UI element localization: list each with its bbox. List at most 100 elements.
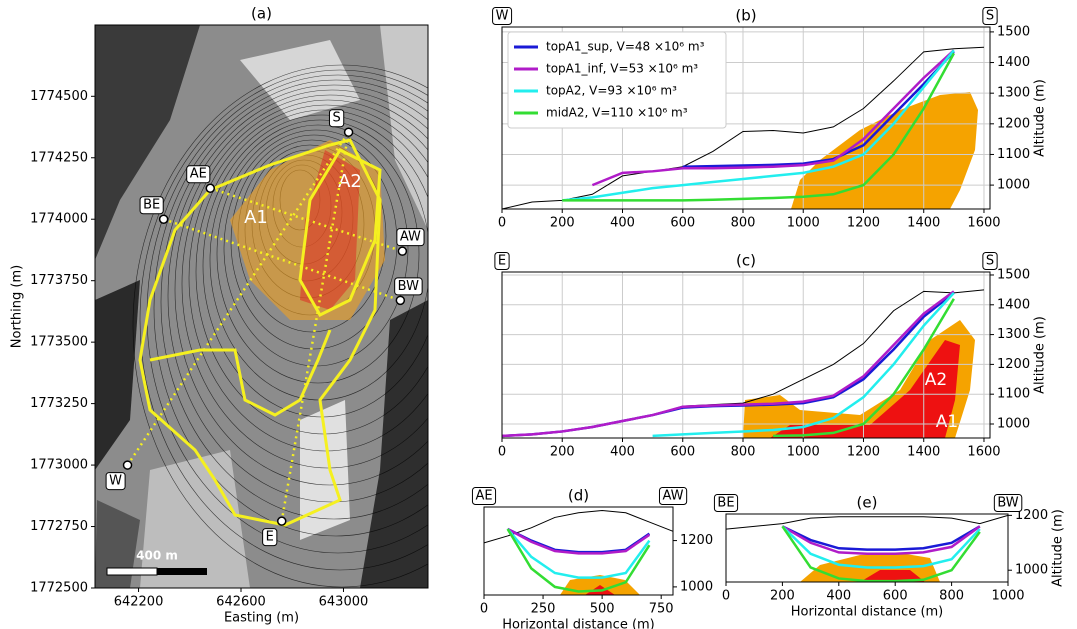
legend-label: topA1_sup, V=48 ×10⁶ m³ [546, 40, 705, 54]
label-box [658, 487, 688, 505]
x-axis-label: Easting (m) [224, 611, 299, 626]
x-tick-label: 800 [939, 589, 964, 604]
x-axis-label: Horizontal distance (m) [502, 618, 655, 629]
x-tick-label: 0 [480, 602, 488, 617]
point-label: AE [190, 167, 207, 182]
y-tick-label: 1300 [997, 86, 1030, 101]
point-label: W [109, 474, 122, 489]
x-tick-label: 1600 [967, 216, 1000, 231]
y-tick-label: 1000 [680, 579, 713, 594]
deposit-area [791, 92, 978, 209]
contour [216, 124, 420, 384]
y-tick-label: 1200 [680, 533, 713, 548]
profile-point [205, 183, 216, 193]
area-label: A1 [244, 207, 268, 228]
point-label: W [496, 9, 509, 24]
x-tick-label: 642200 [114, 595, 164, 610]
profile-line [781, 525, 981, 569]
label-box [993, 494, 1023, 512]
deposit-core [770, 340, 960, 438]
chart-title: (e) [857, 494, 878, 512]
x-tick-label: 1000 [787, 216, 820, 231]
x-tick-label: 1200 [847, 216, 880, 231]
point-label: BW [997, 496, 1018, 511]
point-label: AW [400, 230, 421, 245]
profile-line [506, 528, 651, 579]
profile-line [126, 131, 350, 466]
scale-label: 400 m [136, 549, 178, 563]
scale-bar [106, 567, 158, 576]
chart-title: (a) [251, 5, 272, 23]
x-tick-label: 0 [498, 216, 506, 231]
scale-bar [157, 568, 207, 575]
label-box [492, 7, 513, 25]
y-tick-label: 1773250 [30, 396, 88, 411]
y-tick-label: 1000 [997, 416, 1030, 431]
profile-line [591, 49, 955, 187]
x-tick-label: 800 [731, 445, 756, 460]
label-box [471, 487, 497, 505]
x-tick-label: 200 [770, 589, 795, 604]
x-tick-label: 1400 [907, 216, 940, 231]
axes-frame [94, 24, 429, 589]
x-tick-label: 1400 [907, 445, 940, 460]
profile-line [562, 49, 955, 202]
profile-point [343, 127, 354, 137]
point-label: AE [475, 489, 492, 504]
point-label: BE [717, 496, 734, 511]
axes-frame [725, 513, 1009, 583]
point-label: S [986, 254, 994, 269]
x-tick-label: 800 [731, 216, 756, 231]
y-tick-label: 1500 [997, 24, 1030, 39]
area-label: A1 [936, 412, 958, 432]
profile-point [276, 516, 287, 526]
contour [174, 94, 428, 486]
point-label: S [986, 9, 994, 24]
y-tick-label: 1772500 [30, 581, 88, 596]
label-box [139, 196, 164, 215]
axes-frame [501, 271, 991, 439]
label-box [186, 165, 211, 184]
y-tick-label: 1774250 [30, 150, 88, 165]
point-label: BE [143, 198, 160, 213]
label-box [494, 252, 510, 270]
y-tick-label: 1200 [997, 357, 1030, 372]
x-tick-label: 250 [531, 602, 556, 617]
x-tick-label: 200 [550, 445, 575, 460]
y-tick-label: 1500 [997, 267, 1030, 282]
chart-title: (b) [735, 7, 756, 25]
contour [153, 79, 428, 537]
legend-label: midA2, V=110 ×10⁶ m³ [546, 106, 688, 120]
point-label: AW [662, 489, 683, 504]
profile-line [507, 527, 651, 555]
profile-line [501, 290, 955, 438]
area-label: A2 [925, 370, 947, 390]
point-label: BW [398, 279, 419, 294]
point-label: E [498, 254, 506, 269]
x-tick-label: 200 [550, 216, 575, 231]
outline [298, 148, 382, 317]
x-tick-label: 400 [610, 216, 635, 231]
profile-line [652, 292, 955, 438]
hillshade [95, 25, 428, 588]
legend-label: topA2, V=93 ×10⁶ m³ [546, 84, 677, 98]
x-tick-label: 1200 [847, 445, 880, 460]
deposit-core [860, 570, 925, 582]
y-tick-label: 1200 [1015, 508, 1048, 523]
profile-line [682, 50, 955, 168]
label-box [105, 472, 126, 491]
y-tick-label: 1774000 [30, 212, 88, 227]
y-tick-label: 1773750 [30, 273, 88, 288]
x-tick-label: 600 [670, 216, 695, 231]
label-box [396, 228, 425, 247]
y-tick-label: 1400 [997, 297, 1030, 312]
x-tick-label: 750 [649, 602, 674, 617]
label-box [713, 494, 739, 512]
point-label: E [266, 530, 274, 545]
x-tick-label: 600 [883, 589, 908, 604]
x-tick-label: 643000 [319, 595, 369, 610]
label-box [982, 252, 998, 270]
contour [160, 84, 428, 520]
y-tick-label: 1300 [997, 327, 1030, 342]
